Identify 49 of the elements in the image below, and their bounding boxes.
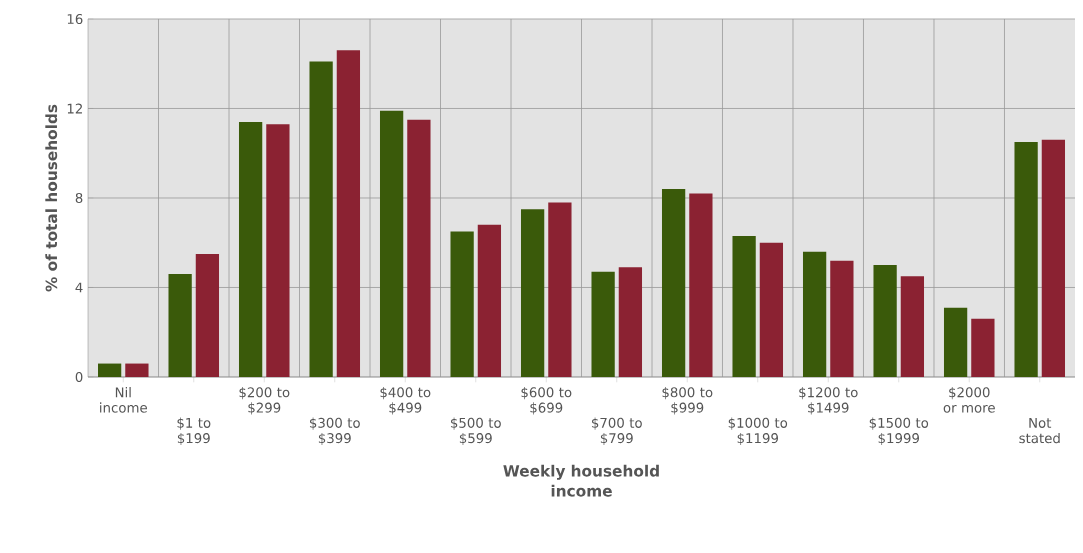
bar — [309, 61, 333, 377]
x-tick-label: $1200 to $1499 — [799, 387, 858, 415]
x-tick-label: $600 to $699 — [521, 387, 572, 415]
bar — [477, 224, 502, 377]
x-tick-label: $400 to $499 — [380, 387, 431, 415]
bar — [336, 50, 361, 377]
bar — [97, 363, 122, 377]
bar — [407, 119, 431, 377]
bar — [195, 253, 220, 377]
x-tick-label: $800 to $999 — [662, 387, 713, 415]
bar — [548, 202, 572, 377]
bar — [971, 318, 995, 377]
bar — [618, 267, 643, 377]
y-tick-label: 16 — [67, 13, 83, 25]
bar — [591, 271, 615, 377]
x-tick-label: $500 to $599 — [450, 417, 501, 445]
bar — [450, 231, 474, 377]
x-tick-label: $1 to $199 — [177, 417, 211, 445]
bar — [1014, 142, 1038, 377]
bar — [802, 251, 827, 377]
bar — [943, 307, 968, 377]
bar — [830, 260, 854, 377]
bar — [689, 193, 713, 377]
x-tick-label: $1000 to $1199 — [728, 417, 788, 445]
bar — [900, 276, 925, 377]
bar — [266, 124, 290, 377]
y-tick-label: 12 — [67, 103, 82, 114]
x-tick-label: $2000 or more — [943, 387, 995, 413]
bar — [125, 363, 149, 377]
x-tick-label: Nil income — [100, 387, 147, 413]
x-tick-label: $300 to $399 — [309, 417, 360, 445]
x-tick-label: $700 to $799 — [591, 417, 642, 445]
y-tick-label: 8 — [75, 192, 83, 204]
x-tick-label: $1500 to $1999 — [869, 417, 929, 445]
y-tick-label: 4 — [75, 282, 83, 293]
bar — [732, 236, 756, 377]
bar — [759, 242, 784, 377]
bar — [1041, 139, 1066, 377]
bar — [661, 189, 686, 377]
bar — [379, 110, 404, 377]
bar — [873, 265, 897, 377]
bar — [168, 274, 192, 377]
bar — [238, 121, 263, 377]
x-tick-label: $200 to $299 — [239, 387, 290, 415]
x-axis-title: Weekly household income — [503, 464, 659, 497]
y-tick-label: 0 — [75, 371, 83, 383]
x-tick-label: Not stated — [1019, 417, 1060, 444]
y-axis-title: % of total households — [45, 104, 58, 292]
bar — [520, 209, 545, 377]
